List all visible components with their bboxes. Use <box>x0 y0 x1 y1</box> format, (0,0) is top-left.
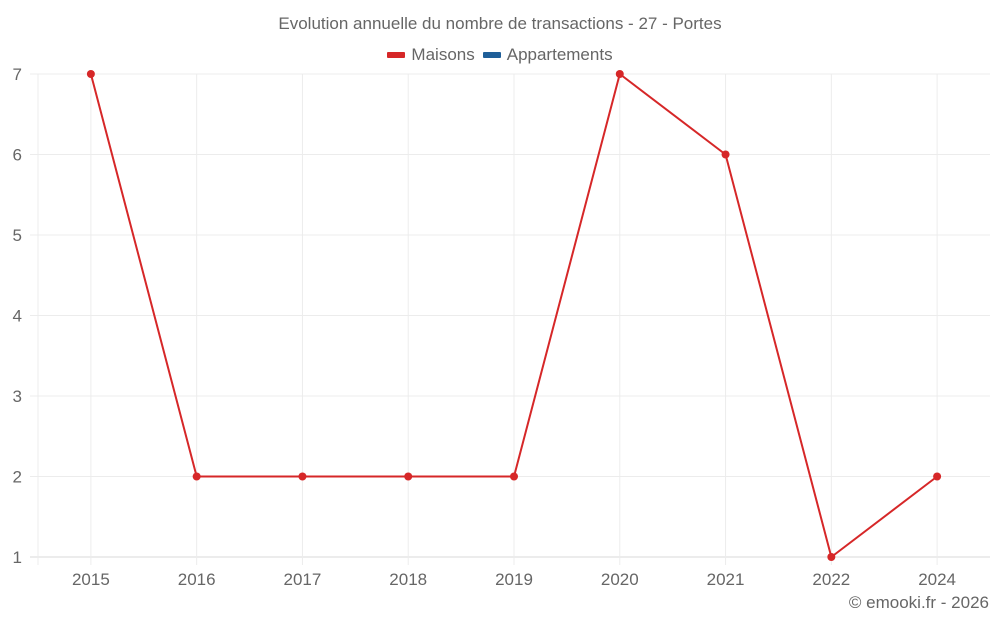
data-point[interactable] <box>298 472 307 481</box>
chart-legend: Maisons Appartements <box>0 45 1000 65</box>
legend-swatch-appartements <box>482 52 501 58</box>
x-tick-label: 2017 <box>284 570 322 589</box>
data-point[interactable] <box>721 150 730 159</box>
credit-text: © emooki.fr - 2026 <box>848 593 989 612</box>
legend-label-appartements: Appartements <box>506 45 613 64</box>
data-point[interactable] <box>510 472 518 481</box>
grid-lines <box>30 73 990 565</box>
series-maisons <box>86 70 942 561</box>
y-tick-label: 7 <box>13 65 22 84</box>
data-point[interactable] <box>192 472 201 481</box>
y-axis: 1 2 3 4 5 6 7 <box>13 65 22 567</box>
legend-swatch-maisons <box>387 52 406 58</box>
x-tick-label: 2016 <box>178 570 216 589</box>
data-point[interactable] <box>86 70 95 78</box>
y-tick-label: 2 <box>13 468 22 487</box>
x-tick-label: 2019 <box>495 570 533 589</box>
x-axis: 2015 2016 2017 2018 2019 2020 2021 2022 2024 <box>72 570 956 589</box>
data-point[interactable] <box>933 472 942 481</box>
legend-label-maisons: Maisons <box>411 45 475 64</box>
data-point[interactable] <box>615 70 624 78</box>
x-tick-label: 2020 <box>601 570 639 589</box>
data-point[interactable] <box>827 553 836 561</box>
y-tick-label: 3 <box>13 387 22 406</box>
x-tick-label: 2015 <box>72 570 110 589</box>
data-point[interactable] <box>404 472 413 481</box>
legend-item-appartements[interactable]: Appartements <box>482 45 613 65</box>
legend-item-maisons[interactable]: Maisons <box>387 45 475 65</box>
x-tick-label: 2021 <box>707 570 745 589</box>
y-tick-label: 1 <box>13 548 22 567</box>
y-tick-label: 5 <box>13 226 22 245</box>
chart-title: Evolution annuelle du nombre de transact… <box>278 14 722 33</box>
y-tick-label: 4 <box>13 307 22 326</box>
x-tick-label: 2022 <box>812 570 850 589</box>
x-tick-label: 2018 <box>389 570 427 589</box>
x-tick-label: 2024 <box>918 570 956 589</box>
y-tick-label: 6 <box>13 146 22 165</box>
